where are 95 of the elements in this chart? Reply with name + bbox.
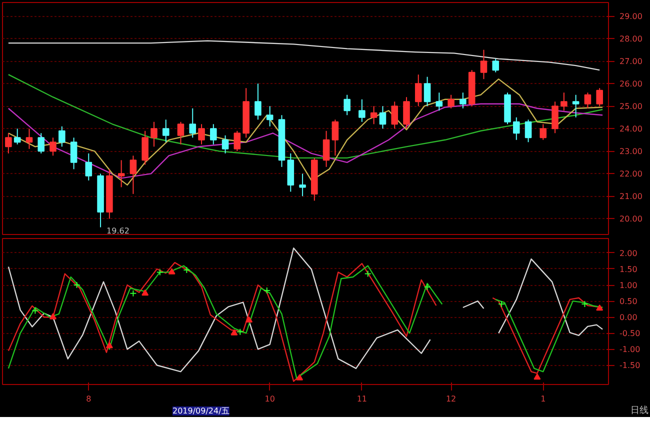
candlestick (560, 92, 568, 112)
x-tick-label: 1 (540, 394, 546, 404)
y-tick-label: 26.00 (620, 80, 642, 89)
candlestick (58, 126, 66, 148)
point (230, 329, 238, 336)
x-tick-label: 12 (446, 394, 456, 404)
y-tick-label: 24.00 (620, 124, 642, 134)
point (106, 342, 113, 348)
point (596, 304, 604, 311)
candlestick (403, 96, 410, 130)
y-tick-label: 20.00 (620, 214, 642, 224)
candlestick (322, 130, 330, 168)
y-tick-label: 0.50 (620, 297, 638, 306)
candlestick (332, 119, 339, 156)
point (581, 300, 588, 308)
candlestick (572, 94, 580, 118)
annotation: 19.62 (106, 226, 130, 236)
candlestick (448, 94, 454, 109)
candlestick (130, 155, 137, 194)
candlestick (552, 101, 558, 134)
y-tick-label: 21.00 (620, 192, 642, 202)
candlestick (38, 132, 45, 154)
candlestick (414, 74, 422, 107)
x-tick-label: 8 (86, 394, 92, 404)
point (236, 328, 244, 336)
line-series (8, 78, 604, 186)
candlestick (70, 137, 78, 170)
point (246, 316, 253, 323)
y-tick-label: -0.50 (620, 329, 640, 338)
point (168, 268, 176, 274)
point (498, 300, 506, 308)
candlestick (344, 94, 350, 116)
y-tick-label: 0.00 (620, 313, 638, 322)
line-series (8, 74, 604, 159)
candlestick (524, 119, 532, 143)
y-tick-label: 27.00 (620, 57, 642, 66)
candlestick (492, 58, 500, 73)
candlestick (254, 83, 262, 120)
candlestick (584, 92, 592, 109)
candlestick (5, 132, 12, 154)
candlestick (85, 152, 92, 181)
candlestick (480, 49, 488, 80)
candlestick (596, 88, 603, 107)
candlestick (358, 98, 366, 122)
y-tick-label: 28.00 (620, 34, 642, 44)
point (296, 374, 304, 380)
point (424, 283, 431, 290)
y-tick-label: 29.00 (620, 12, 642, 22)
y-tick-label: 23.00 (620, 147, 642, 156)
line-series (8, 103, 604, 179)
point (263, 286, 270, 294)
candlestick (370, 106, 378, 125)
point (50, 313, 56, 320)
candlestick (299, 173, 306, 197)
candlestick (210, 124, 217, 145)
y-tick-label: 1.00 (620, 281, 638, 290)
candlestick (14, 128, 21, 145)
point (32, 307, 39, 314)
candlestick (189, 108, 196, 138)
y-tick-label: 2.00 (620, 248, 638, 258)
candlestick (50, 137, 56, 156)
candlestick (162, 119, 170, 143)
candlestick (391, 101, 398, 130)
point (130, 290, 137, 297)
y-tick-label: 22.00 (620, 170, 642, 179)
text: 2019/09/24/五 (172, 406, 230, 416)
candlestick (150, 121, 158, 148)
candlestick (222, 134, 229, 154)
x-tick-label: 10 (264, 394, 275, 404)
candlestick (424, 76, 431, 107)
candlestick (436, 92, 443, 112)
point (142, 289, 149, 296)
point (364, 270, 372, 278)
candlestick (198, 124, 205, 145)
candlestick (513, 116, 520, 140)
candlestick (266, 106, 274, 127)
line-series (8, 40, 600, 71)
text: 日线 (630, 405, 648, 416)
candlestick (177, 121, 184, 145)
y-tick-label: 1.50 (620, 264, 638, 274)
point (183, 266, 190, 274)
y-tick-label: 25.00 (620, 102, 642, 112)
y-tick-label: -1.50 (620, 361, 640, 370)
point (534, 373, 541, 380)
candlestick (26, 128, 33, 150)
candlestick (540, 124, 547, 140)
candlestick (379, 106, 386, 130)
candlestick (460, 92, 466, 109)
candlestick (118, 160, 125, 188)
y-tick-label: -1.00 (620, 345, 640, 354)
x-tick-label: 11 (356, 394, 368, 404)
point (156, 268, 164, 276)
candlestick (234, 130, 241, 152)
point (73, 282, 80, 289)
candlestick (142, 130, 148, 166)
